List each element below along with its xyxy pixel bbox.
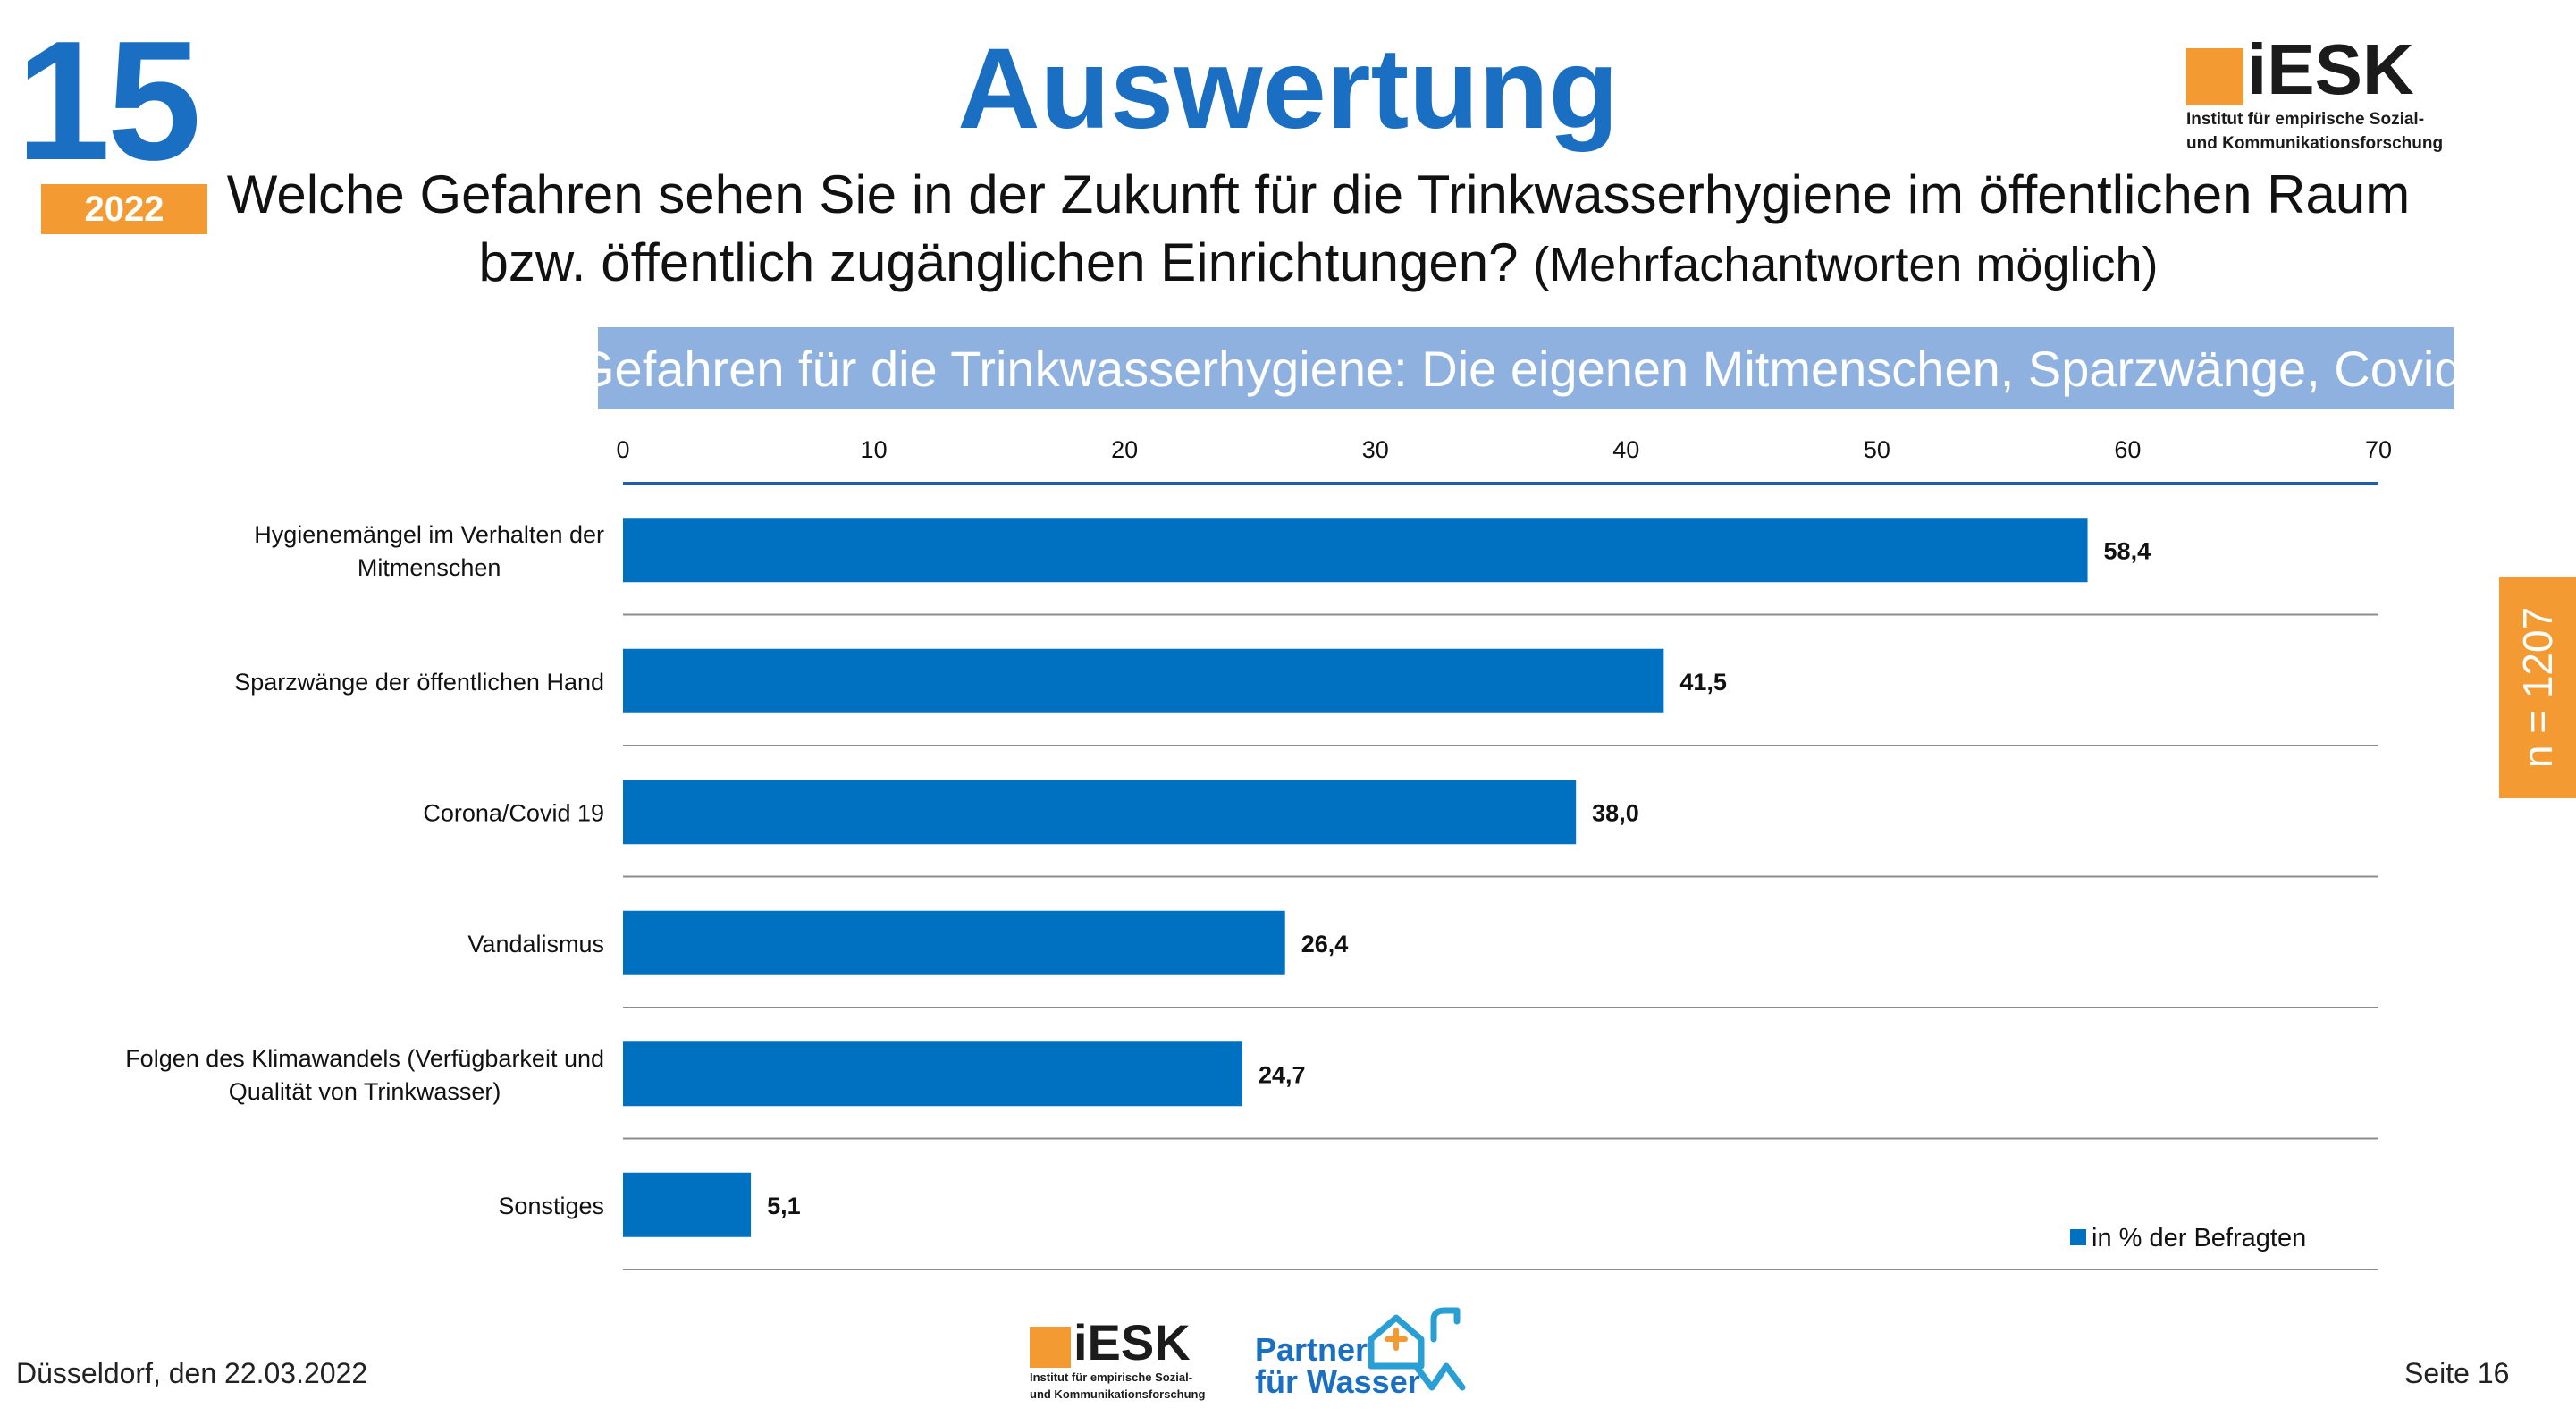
question-line-2-text: bzw. öffentlich zugänglichen Einrichtung… [478,232,1519,292]
category-label-0-line-1: Mitmenschen [358,554,501,581]
iesk-logo-text: iESK [2247,30,2414,109]
iesk-footer-logo-subtitle-2: und Kommunikationsforschung [1030,1387,1206,1401]
category-label-4-line-1: Qualität von Trinkwasser) [229,1078,501,1105]
iesk-footer-logo-square-icon [1030,1327,1071,1368]
value-label-0: 58,4 [2104,537,2151,564]
category-label-3: Vandalismus [467,931,604,957]
value-label-2: 38,0 [1592,799,1639,826]
survey-question: Welche Gefahren sehen Sie in der Zukunft… [179,161,2458,299]
partner-house-tap-icon [1368,1307,1466,1391]
x-tick-label-1: 10 [861,436,888,463]
bar-4 [623,1041,1243,1107]
iesk-logo-subtitle-2: und Kommunikationsforschung [2186,134,2444,153]
value-label-3: 26,4 [1301,931,1349,957]
iesk-footer-logo: iESK Institut für empirische Sozial- und… [1030,1318,1205,1402]
chart-banner: Gefahren für die Trinkwasserhygiene: Die… [576,327,2476,409]
category-label-3-line-0: Vandalismus [467,931,604,957]
edition-number: 15 [16,6,201,196]
x-tick-label-5: 50 [1864,436,1890,463]
bar-2 [623,780,1577,845]
iesk-logo: iESK Institut für empirische Sozial- und… [2186,34,2443,154]
question-note: (Mehrfachantworten möglich) [1533,238,2159,291]
edition-year-badge: 2022 [41,184,207,234]
value-label-5: 5,1 [767,1193,801,1219]
value-label-4: 24,7 [1259,1061,1306,1088]
category-label-0-line-0: Hygienemängel im Verhalten der [254,521,604,548]
x-tick-label-7: 70 [2365,436,2392,463]
category-label-4: Folgen des Klimawandels (Verfügbarkeit u… [125,1045,604,1105]
question-line-1: Welche Gefahren sehen Sie in der Zukunft… [226,164,2411,224]
category-label-1-line-0: Sparzwänge der öffentlichen Hand [234,669,604,696]
iesk-logo-square-icon [2186,48,2243,105]
partner-logo-line-2: für Wasser [1255,1363,1420,1400]
category-label-0: Hygienemängel im Verhalten der Mitmensche… [254,521,604,581]
bar-3 [623,910,1285,975]
category-label-4-line-0: Folgen des Klimawandels (Verfügbarkeit u… [125,1045,604,1072]
x-tick-label-2: 20 [1111,436,1138,463]
page-title: Auswertung [957,25,1619,153]
x-tick-label-0: 0 [616,436,629,463]
partner-logo-text: Partner für Wasser [1255,1334,1420,1398]
category-label-5: Sonstiges [498,1193,604,1219]
question-line-2: bzw. öffentlich zugänglichen Einrichtung… [179,229,2458,299]
iesk-footer-logo-subtitle-1: Institut für empirische Sozial- [1030,1370,1193,1384]
partner-logo-line-1: Partner [1255,1331,1368,1368]
category-label-1: Sparzwänge der öffentlichen Hand [234,669,604,696]
iesk-logo-subtitle-1: Institut für empirische Sozial- [2186,110,2425,129]
category-label-5-line-0: Sonstiges [498,1193,604,1219]
iesk-footer-logo-text: iESK [1073,1314,1191,1370]
bar-5 [623,1172,752,1237]
sample-size-tag: n = 1207 [2499,577,2576,798]
bar-1 [623,648,1664,713]
legend-swatch [2070,1229,2086,1245]
category-label-2: Corona/Covid 19 [423,799,604,826]
footer-page-number: Seite 16 [2404,1357,2510,1389]
footer-date: Düsseldorf, den 22.03.2022 [16,1357,368,1389]
x-tick-label-6: 60 [2114,436,2141,463]
x-tick-label-4: 40 [1612,436,1639,463]
iesk-footer-logo-mark: iESK [1030,1318,1205,1368]
legend-label: in % der Befragten [2092,1224,2306,1252]
category-label-2-line-0: Corona/Covid 19 [423,799,604,826]
x-tick-label-3: 30 [1362,436,1389,463]
iesk-logo-mark: iESK [2186,34,2443,105]
value-label-1: 41,5 [1679,669,1727,696]
bar-0 [623,518,2088,583]
